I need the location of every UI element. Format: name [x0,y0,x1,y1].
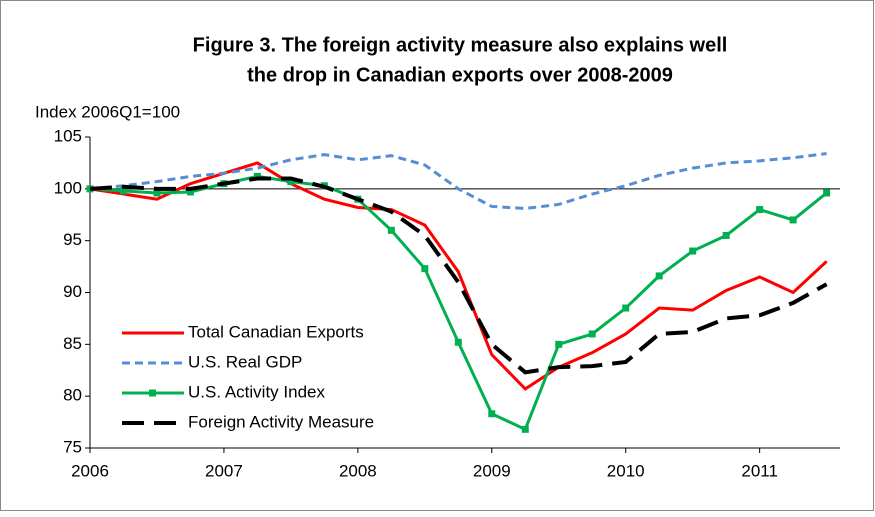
legend-label: Total Canadian Exports [188,322,364,341]
series-line [89,176,828,375]
legend-marker [149,389,156,397]
x-tick-label: 2010 [607,461,645,480]
series-marker [722,231,730,239]
series-marker [655,272,663,280]
chart-title: the drop in Canadian exports over 2008-2… [247,64,673,86]
series-marker [153,189,161,197]
x-tick-label: 2007 [205,461,243,480]
series-marker [454,338,462,346]
series-marker [789,216,797,224]
series-marker [521,425,529,433]
y-tick-label: 85 [63,334,82,353]
y-tick-label: 90 [63,282,82,301]
y-axis-label: Index 2006Q1=100 [35,102,180,121]
series-marker [756,206,764,214]
y-tick-label: 80 [63,386,82,405]
y-tick-label: 95 [63,230,82,249]
y-tick-label: 75 [63,437,82,456]
x-tick-label: 2008 [339,461,377,480]
series-marker [689,247,697,255]
series-marker [555,340,563,348]
series-marker [119,187,127,195]
series-marker [488,410,496,418]
series-marker [186,188,194,196]
series-line [89,161,828,391]
series-marker [421,265,429,273]
x-tick-label: 2009 [473,461,511,480]
series-marker [622,304,630,312]
series-marker [253,172,261,180]
series-marker [823,189,831,197]
legend-label: Foreign Activity Measure [188,412,374,431]
series-marker [387,226,395,234]
y-tick-label: 105 [54,126,82,145]
y-tick-label: 100 [54,178,82,197]
legend-label: U.S. Real GDP [188,352,302,371]
chart-title: Figure 3. The foreign activity measure a… [193,34,728,56]
series-marker [287,178,295,186]
series-marker [588,330,596,338]
legend-label: U.S. Activity Index [188,382,325,401]
x-tick-label: 2011 [741,461,778,480]
x-tick-label: 2006 [71,461,109,480]
series-line [89,152,827,211]
